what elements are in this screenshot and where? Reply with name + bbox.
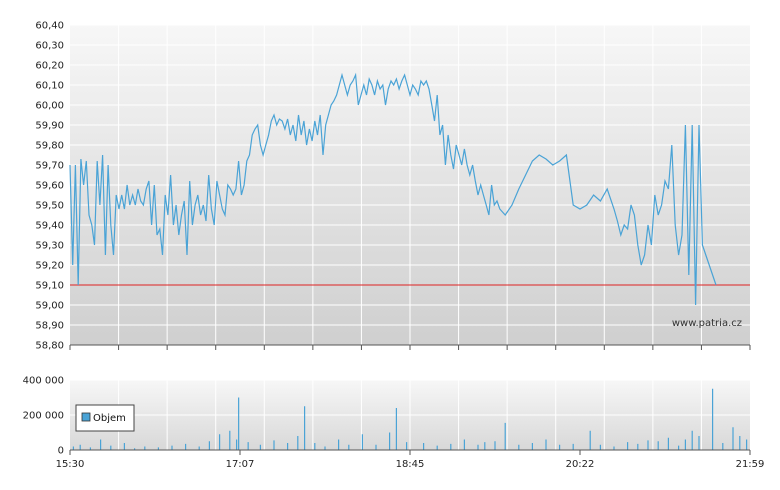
volume-y-tick-label: 200 000 bbox=[23, 411, 64, 422]
price-y-tick-label: 59,50 bbox=[35, 201, 64, 212]
price-y-tick-label: 58,90 bbox=[35, 321, 64, 332]
x-tick-label: 20:22 bbox=[566, 459, 595, 470]
legend: Objem bbox=[75, 404, 135, 432]
x-tick-label: 21:59 bbox=[736, 459, 765, 470]
x-tick-label: 18:45 bbox=[396, 459, 425, 470]
price-y-tick-label: 59,10 bbox=[35, 281, 64, 292]
volume-bars bbox=[72, 388, 748, 450]
volume-y-tick-label: 400 000 bbox=[23, 376, 64, 387]
price-y-tick-label: 60,20 bbox=[35, 61, 64, 72]
volume-y-tick-label: 0 bbox=[58, 446, 64, 457]
watermark: www.patria.cz bbox=[672, 318, 742, 329]
price-y-axis: 58,80 58,90 59,00 59,10 59,20 59,30 59,40 59,50… bbox=[35, 21, 64, 352]
legend-swatch bbox=[81, 412, 91, 422]
price-y-tick-label: 60,00 bbox=[35, 101, 64, 112]
legend-label: Objem bbox=[93, 413, 126, 424]
volume-x-axis: 15:30 17:07 18:45 20:22 21:59 bbox=[56, 450, 765, 470]
price-y-tick-label: 59,30 bbox=[35, 241, 64, 252]
price-y-tick-label: 60,30 bbox=[35, 41, 64, 52]
price-y-tick-label: 58,80 bbox=[35, 341, 64, 352]
price-x-tick-marks bbox=[69, 345, 751, 350]
price-y-tick-label: 59,40 bbox=[35, 221, 64, 232]
price-y-tick-label: 59,80 bbox=[35, 141, 64, 152]
price-series-line bbox=[69, 72, 717, 306]
price-y-tick-label: 59,90 bbox=[35, 121, 64, 132]
x-tick-label: 17:07 bbox=[226, 459, 255, 470]
price-panel: 58,80 58,90 59,00 59,10 59,20 59,30 59,40 59,50… bbox=[35, 21, 751, 352]
x-tick-label: 15:30 bbox=[56, 459, 85, 470]
price-y-tick-label: 59,20 bbox=[35, 261, 64, 272]
price-y-tick-label: 60,10 bbox=[35, 81, 64, 92]
price-y-tick-label: 59,00 bbox=[35, 301, 64, 312]
price-y-tick-label: 59,70 bbox=[35, 161, 64, 172]
price-y-tick-label: 59,60 bbox=[35, 181, 64, 192]
volume-panel: 0 200 000 400 000 15:30 17:07 18:45 20:22 21:5… bbox=[23, 376, 765, 471]
price-y-tick-label: 60,40 bbox=[35, 21, 64, 32]
volume-y-axis: 0 200 000 400 000 bbox=[23, 376, 64, 457]
